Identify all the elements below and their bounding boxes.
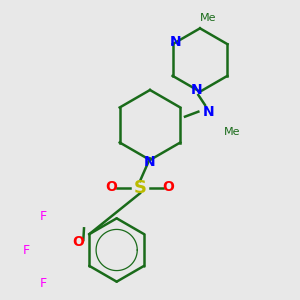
Text: Me: Me — [224, 127, 240, 137]
Text: N: N — [170, 35, 182, 50]
Text: S: S — [134, 179, 146, 197]
Text: O: O — [106, 180, 118, 194]
Text: F: F — [40, 210, 47, 223]
Text: O: O — [162, 180, 174, 194]
Text: F: F — [40, 277, 47, 290]
Text: N: N — [202, 105, 214, 119]
Text: Me: Me — [200, 13, 217, 23]
Text: N: N — [191, 83, 203, 97]
Text: O: O — [72, 235, 84, 249]
Text: F: F — [23, 244, 30, 256]
Text: N: N — [144, 155, 156, 169]
